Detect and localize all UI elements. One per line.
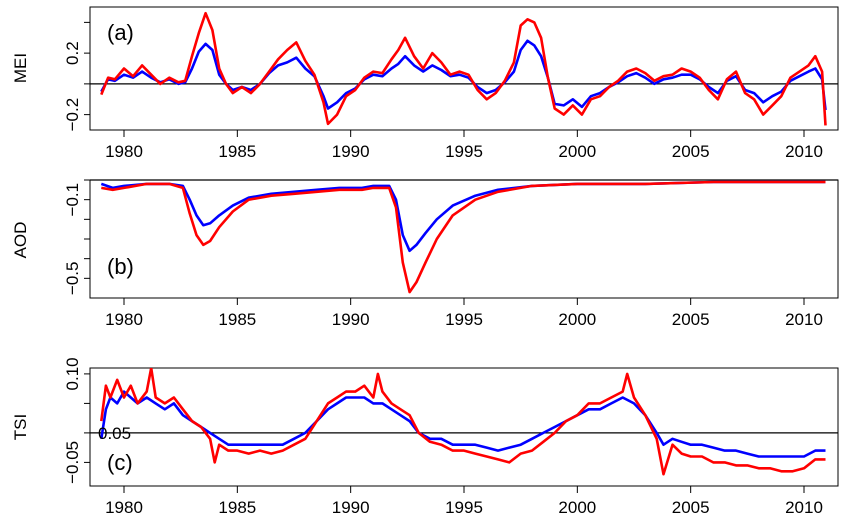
panel-a-x-axis: 1980 1985 1990 1995 2000 2005 2010: [105, 130, 823, 161]
panel-c-ylabel: TSI: [11, 414, 30, 440]
panel-b-series-red: [101, 180, 826, 294]
x-tick-label: 1985: [218, 498, 256, 517]
panel-a: −0.2 0.2 1980 1985 1990 1995 2000 2005 2010 (a)…: [11, 6, 839, 161]
panel-c: −0.05 0.10 0.05 1980 1985 1990 1995 2000 2005 20…: [11, 357, 839, 517]
x-tick-label: 2010: [785, 310, 823, 329]
y-tick-label: 0.10: [63, 357, 82, 390]
x-tick-label: 1980: [105, 142, 143, 161]
panel-c-series: [100, 368, 826, 476]
x-tick-label: 2005: [672, 310, 710, 329]
x-tick-label: 1995: [445, 310, 483, 329]
x-tick-label: 2000: [558, 310, 596, 329]
panel-a-y-axis: −0.2 0.2: [63, 21, 90, 132]
x-tick-label: 1985: [218, 142, 256, 161]
panel-a-series-red: [100, 11, 827, 126]
x-tick-label: 1990: [332, 142, 370, 161]
x-tick-label: 1980: [105, 310, 143, 329]
panel-c-y-axis: −0.05 0.10 0.05: [63, 357, 131, 484]
x-tick-label: 1990: [332, 498, 370, 517]
panel-a-series: [100, 11, 827, 126]
panel-b-ylabel: AOD: [11, 222, 30, 259]
panel-c-x-axis: 1980 1985 1990 1995 2000 2005 2010: [105, 486, 823, 517]
x-tick-label: 2010: [785, 498, 823, 517]
panel-b-series: [100, 180, 826, 294]
y-tick-label: −0.05: [63, 441, 82, 484]
panel-b-plot-frame: [89, 179, 839, 299]
x-tick-label: 2000: [558, 498, 596, 517]
x-tick-label: 2010: [785, 142, 823, 161]
y-tick-label: −0.2: [63, 98, 82, 132]
y-mid-label: 0.05: [98, 424, 131, 443]
panel-b: −0.1 −0.5 1980 1985 1990 1995 2000 2005 2010 (b…: [11, 179, 839, 329]
x-tick-label: 1995: [445, 498, 483, 517]
x-tick-label: 1995: [445, 142, 483, 161]
panel-a-ylabel: MEI: [11, 53, 30, 83]
x-tick-label: 1990: [332, 310, 370, 329]
x-tick-label: 1980: [105, 498, 143, 517]
panel-a-label: (a): [107, 20, 134, 45]
x-tick-label: 2005: [672, 498, 710, 517]
panel-c-series-blue: [100, 390, 826, 458]
panel-b-y-axis: −0.1 −0.5: [63, 179, 90, 296]
y-tick-label: −0.5: [63, 262, 82, 296]
x-tick-label: 2005: [672, 142, 710, 161]
y-tick-label: 0.2: [63, 41, 82, 65]
y-tick-label: −0.1: [63, 183, 82, 217]
panel-c-label: (c): [107, 450, 133, 475]
x-tick-label: 2000: [558, 142, 596, 161]
x-tick-label: 1985: [218, 310, 256, 329]
panel-b-label: (b): [107, 254, 134, 279]
panel-b-x-axis: 1980 1985 1990 1995 2000 2005 2010: [105, 298, 823, 329]
panel-c-series-red: [100, 368, 826, 476]
panel-b-series-blue: [100, 180, 826, 253]
